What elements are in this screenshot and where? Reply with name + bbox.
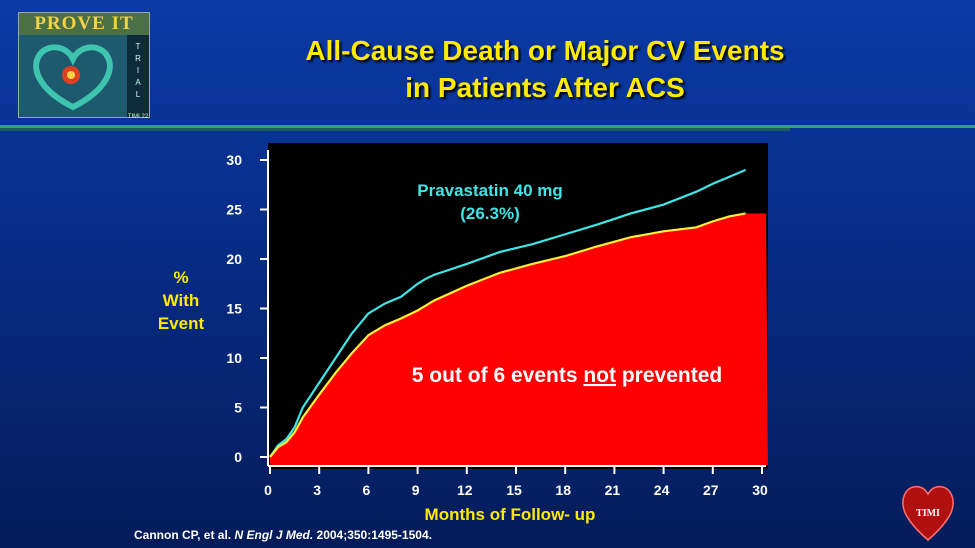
y-tick-label: 20 — [226, 251, 242, 267]
y-tick-label: 30 — [226, 152, 242, 168]
x-tick-label: 12 — [457, 482, 473, 498]
axis-layer: 0 5 10 15 20 25 30 0 3 6 9 12 15 18 21 24 27 30 — [226, 150, 768, 498]
x-tick-label: 9 — [412, 482, 420, 498]
x-tick-label: 15 — [506, 482, 522, 498]
x-tick-label: 21 — [605, 482, 621, 498]
logo-letter: T — [135, 42, 141, 51]
timi-logo-text: TIMI — [916, 508, 940, 519]
x-tick-label: 24 — [654, 482, 670, 498]
citation-ref: 2004;350:1495-1504. — [316, 528, 432, 542]
x-tick-label: 27 — [703, 482, 719, 498]
annotation-post: prevented — [616, 364, 722, 387]
y-tick-label: 10 — [226, 350, 242, 366]
logo-heart-icon — [33, 44, 113, 111]
event-area-fill — [270, 213, 768, 465]
logo-letter: R — [135, 54, 141, 63]
logo-letter: L — [135, 90, 141, 99]
annotation-underlined: not — [583, 364, 616, 387]
series-line-1 — [269, 212, 746, 458]
series-line-0 — [269, 168, 747, 458]
x-tick-label: 6 — [363, 482, 371, 498]
logo-letter: A — [135, 78, 141, 87]
label-layer: Pravastatin 40 mg (26.3%) 5 out of 6 eve… — [412, 181, 722, 387]
x-tick-label: 3 — [313, 482, 321, 498]
timi-logo: TIMI — [902, 485, 954, 541]
x-axis-label: Months of Follow- up — [424, 505, 596, 524]
x-tick-label: 18 — [555, 482, 571, 498]
citation: Cannon CP, et al. N Engl J Med. 2004;350… — [134, 528, 432, 542]
y-axis-label-line: With — [162, 291, 200, 310]
y-tick-label: 15 — [226, 301, 242, 317]
logo-title: PROVE IT — [19, 13, 149, 35]
y-tick-label: 25 — [226, 202, 242, 218]
citation-authors: Cannon CP, et al. — [134, 528, 232, 542]
annotation-text: 5 out of 6 events not prevented — [412, 364, 722, 387]
heart-shape — [902, 485, 954, 541]
y-axis-label-line: Event — [157, 314, 205, 333]
logo-sub: TIMI 22 — [127, 114, 149, 120]
divider-rule — [0, 125, 975, 128]
y-tick-label: 5 — [234, 400, 242, 416]
citation-journal: N Engl J Med. — [234, 528, 314, 542]
prove-it-logo: PROVE IT T R I A L TIMI 22 — [18, 12, 150, 120]
fill-layer — [270, 213, 768, 465]
page-title: All-Cause Death or Major CV Events in Pa… — [160, 32, 930, 106]
series-pravastatin-pct: (26.3%) — [460, 204, 520, 223]
y-tick-label: 0 — [234, 449, 242, 465]
title-line-1: All-Cause Death or Major CV Events — [305, 35, 785, 66]
logo-letter: I — [136, 66, 140, 75]
title-line-2: in Patients After ACS — [405, 72, 685, 103]
divider-rule-shadow — [0, 128, 790, 131]
line-layer — [269, 168, 747, 458]
y-axis-label: % With Event — [146, 266, 216, 335]
x-tick-label: 0 — [264, 482, 272, 498]
y-axis-label-line: % — [173, 268, 189, 287]
annotation-pre: 5 out of 6 events — [412, 364, 584, 387]
x-tick-label: 30 — [752, 482, 768, 498]
logo-side: T R I A L TIMI 22 — [127, 35, 149, 120]
series-pravastatin-label: Pravastatin 40 mg — [417, 181, 563, 200]
